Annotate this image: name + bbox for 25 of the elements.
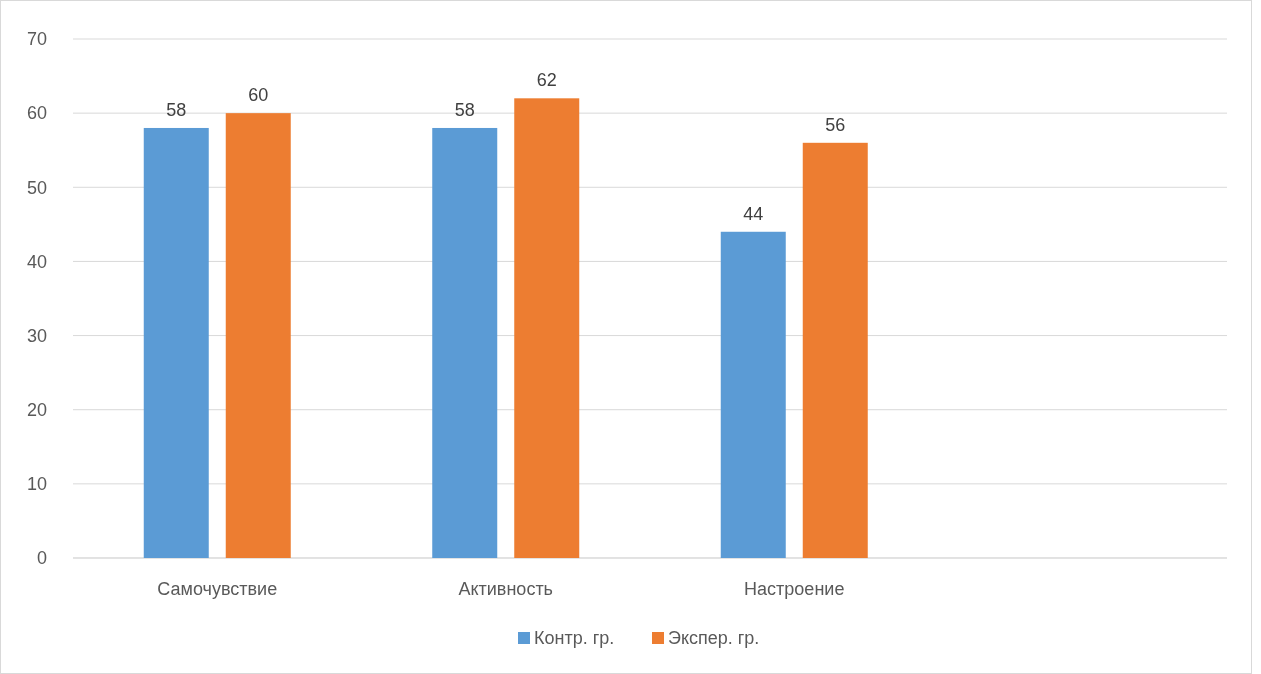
y-tick-label: 0 [36, 548, 47, 569]
legend-label: Экспер. гр. [668, 628, 760, 649]
bar [225, 113, 291, 558]
bar [802, 142, 868, 558]
y-tick-label: 40 [26, 251, 47, 272]
bar [514, 98, 580, 558]
y-tick-label: 10 [26, 474, 47, 495]
legend-label: Контр. гр. [534, 628, 615, 649]
bar [143, 127, 209, 558]
x-tick-label: Активность [458, 579, 554, 599]
data-label: 44 [743, 203, 764, 224]
y-tick-label: 70 [26, 29, 47, 50]
data-label: 60 [248, 85, 269, 106]
data-label: 62 [536, 70, 557, 91]
y-tick-label: 30 [26, 325, 47, 346]
x-tick-label: Самочувствие [157, 579, 278, 599]
y-tick-label: 60 [26, 103, 47, 124]
y-tick-label: 20 [26, 400, 47, 421]
data-label: 58 [454, 99, 475, 120]
bar [720, 231, 786, 558]
bar [432, 127, 498, 558]
data-label: 56 [825, 114, 846, 135]
y-tick-label: 50 [26, 177, 47, 198]
data-label: 58 [166, 99, 187, 120]
x-tick-label: Настроение [744, 579, 845, 599]
